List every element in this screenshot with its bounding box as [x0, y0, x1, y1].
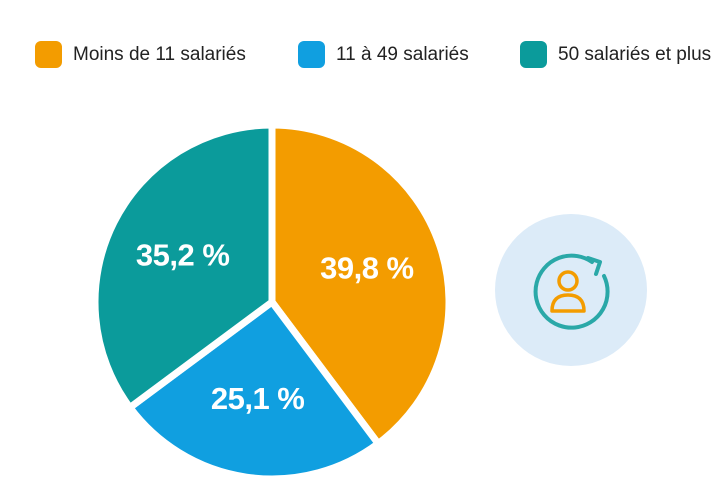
legend-label: Moins de 11 salariés — [73, 44, 246, 65]
legend-swatch — [35, 41, 62, 68]
legend-label: 50 salariés et plus — [558, 44, 711, 65]
value-label: 39,8 % — [320, 251, 414, 286]
pie-slice — [268, 121, 453, 448]
value-label: 25,1 % — [211, 381, 305, 416]
legend-label: 11 à 49 salariés — [336, 44, 469, 65]
legend-swatch — [298, 41, 325, 68]
pie-slice — [126, 298, 382, 477]
icon — [495, 214, 647, 366]
legend-swatch — [520, 41, 547, 68]
pie-slice — [91, 121, 276, 412]
value-label: 35,2 % — [136, 237, 230, 272]
